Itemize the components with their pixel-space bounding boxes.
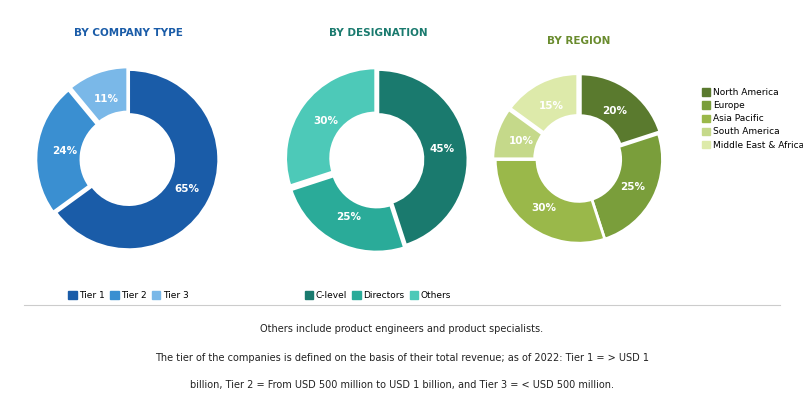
Title: BY REGION: BY REGION bbox=[547, 36, 609, 46]
Text: Others include product engineers and product specialists.: Others include product engineers and pro… bbox=[260, 324, 543, 334]
Wedge shape bbox=[509, 74, 577, 133]
Wedge shape bbox=[36, 90, 97, 212]
Wedge shape bbox=[285, 68, 375, 186]
Text: 11%: 11% bbox=[94, 94, 119, 103]
Text: 10%: 10% bbox=[508, 136, 533, 146]
Legend: C-level, Directors, Others: C-level, Directors, Others bbox=[301, 287, 454, 304]
Text: 65%: 65% bbox=[173, 184, 198, 194]
Wedge shape bbox=[492, 109, 542, 159]
Text: 30%: 30% bbox=[312, 116, 337, 126]
Text: 25%: 25% bbox=[336, 213, 361, 222]
Text: billion, Tier 2 = From USD 500 million to USD 1 billion, and Tier 3 = < USD 500 : billion, Tier 2 = From USD 500 million t… bbox=[190, 380, 613, 389]
Text: 45%: 45% bbox=[429, 145, 454, 154]
Title: BY DESIGNATION: BY DESIGNATION bbox=[328, 28, 426, 38]
Text: 24%: 24% bbox=[51, 147, 77, 156]
Wedge shape bbox=[580, 74, 659, 145]
Circle shape bbox=[536, 118, 620, 201]
Legend: Tier 1, Tier 2, Tier 3: Tier 1, Tier 2, Tier 3 bbox=[65, 287, 192, 304]
Wedge shape bbox=[495, 160, 604, 243]
Wedge shape bbox=[70, 67, 128, 122]
Wedge shape bbox=[591, 134, 662, 239]
Text: The tier of the companies is defined on the basis of their total revenue; as of : The tier of the companies is defined on … bbox=[155, 353, 648, 362]
Wedge shape bbox=[291, 176, 404, 252]
Text: 25%: 25% bbox=[619, 182, 644, 192]
Legend: North America, Europe, Asia Pacific, South America, Middle East & Africa: North America, Europe, Asia Pacific, Sou… bbox=[698, 85, 803, 153]
Text: 30%: 30% bbox=[530, 203, 556, 213]
Text: 20%: 20% bbox=[601, 106, 626, 116]
Circle shape bbox=[84, 115, 173, 204]
Title: BY COMPANY TYPE: BY COMPANY TYPE bbox=[74, 28, 183, 38]
Wedge shape bbox=[377, 69, 467, 245]
Wedge shape bbox=[55, 69, 218, 250]
Circle shape bbox=[332, 115, 422, 204]
Text: 15%: 15% bbox=[538, 101, 564, 111]
